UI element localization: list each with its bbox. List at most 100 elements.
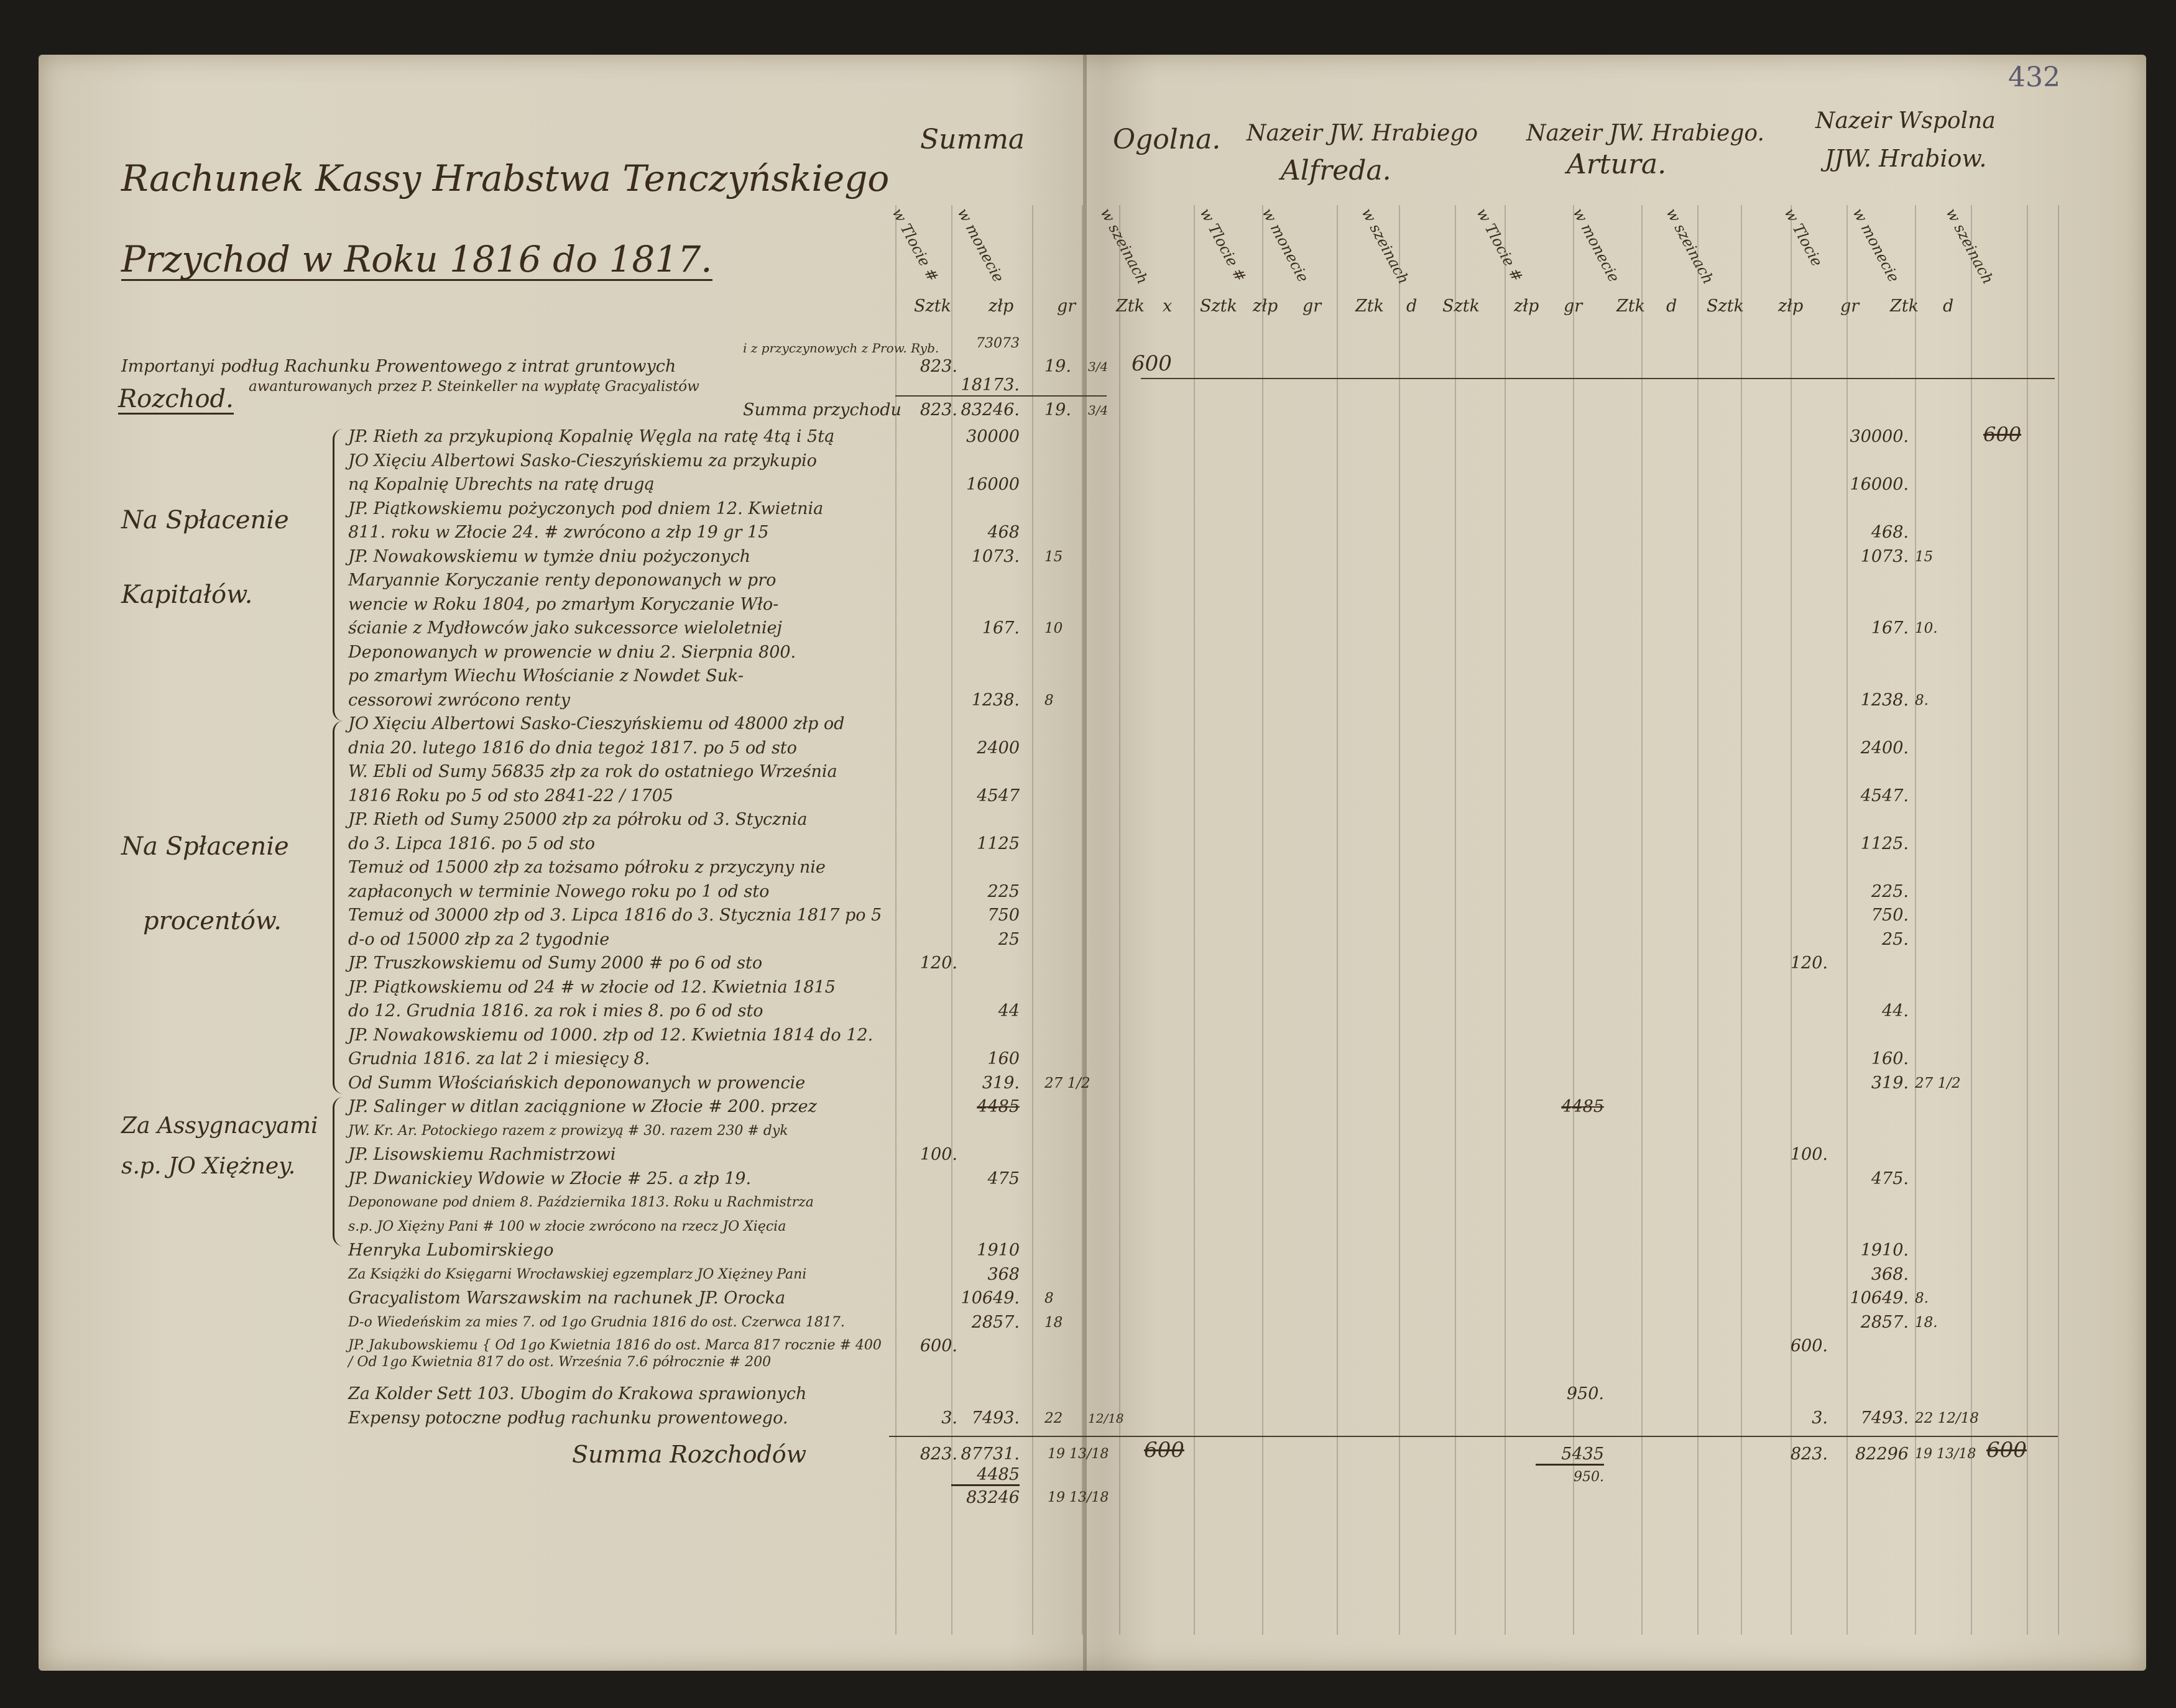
amount-gr: 27 1/2 bbox=[1044, 1075, 1090, 1091]
summa-artur-zl: 5435 bbox=[1536, 1445, 1604, 1466]
ledger-entry-text: 1816 Roku po 5 od sto 2841-22 / 1705 bbox=[348, 786, 673, 806]
wspolna-amount-zl: 2857. bbox=[1860, 1312, 1909, 1332]
group-label-kapitalow-1: Na Spłacenie bbox=[121, 506, 289, 535]
wspolna-amount-gr: 27 1/2 bbox=[1915, 1075, 1961, 1091]
column-unit: Ztk bbox=[1616, 296, 1645, 316]
income-note: i z przyczynowych z Prow. Ryb. bbox=[743, 341, 939, 356]
ledger-entry-text: JO Xięciu Albertowi Sasko-Cieszyńskiemu … bbox=[348, 714, 845, 733]
wspolna-amount-zl: 16000. bbox=[1850, 475, 1909, 494]
wspolna-amount-zl: 2400. bbox=[1860, 738, 1909, 758]
artur-amount-zl: 4485 bbox=[1561, 1097, 1604, 1116]
column-rule bbox=[1032, 205, 1033, 1635]
wspolna-amount-zl: 167. bbox=[1871, 618, 1909, 638]
wspolna-amount-zl: 30000. bbox=[1850, 427, 1909, 446]
ledger-page bbox=[39, 55, 2146, 1671]
income-summa-tl: 823. bbox=[920, 400, 957, 420]
wspolna-amount-zl: 1073. bbox=[1860, 546, 1909, 566]
wspolna-amount-zl: 7493. bbox=[1860, 1408, 1909, 1428]
summa-artur-sub: 950. bbox=[1574, 1469, 1604, 1485]
column-rule bbox=[1194, 205, 1195, 1635]
ledger-entry-text: JP. Dwanickiey Wdowie w Złocie # 25. a z… bbox=[348, 1169, 752, 1188]
wspolna-amount-zl: 319. bbox=[1871, 1073, 1909, 1093]
ledger-entry-text: Deponowane pod dniem 8. Października 181… bbox=[348, 1195, 814, 1210]
summa-rozchodow-tl: 823. bbox=[920, 1444, 957, 1464]
column-rule bbox=[1262, 205, 1263, 1635]
summa-wspolna-zl: 82296 bbox=[1855, 1444, 1909, 1464]
column-unit: gr bbox=[1564, 296, 1583, 316]
column-rule bbox=[1119, 205, 1120, 1635]
ledger-entry-text: Expensy potoczne podług rachunku prowent… bbox=[348, 1408, 788, 1428]
wspolna-amount-gr: 8. bbox=[1915, 692, 1929, 709]
amount-tl: 100. bbox=[920, 1145, 957, 1164]
amount-zl: 319. bbox=[982, 1073, 1020, 1093]
wspolna-amount-zl: 750. bbox=[1871, 906, 1909, 925]
ledger-entry-text: JP. Piątkowskiemu od 24 # w złocie od 12… bbox=[348, 977, 836, 997]
column-rule bbox=[1915, 205, 1916, 1635]
group-label-kapitalow-2: Kapitałów. bbox=[121, 581, 253, 609]
column-unit: Sztk bbox=[1442, 296, 1480, 316]
amount-zl: 44 bbox=[998, 1001, 1020, 1021]
ledger-entry-text: JW. Kr. Ar. Potockiego razem z prowizyą … bbox=[348, 1123, 788, 1139]
column-rule bbox=[1399, 205, 1400, 1635]
amount-gr: 22 bbox=[1044, 1410, 1063, 1426]
header-summa: Summa bbox=[920, 124, 1025, 155]
amount-gr: 8 bbox=[1044, 1290, 1054, 1306]
ledger-entry-text: Deponowanych w prowencie w dniu 2. Sierp… bbox=[348, 642, 796, 662]
income-line-2: awanturowanych przez P. Steinkeller na w… bbox=[249, 379, 699, 395]
income-sum-rule bbox=[895, 395, 1107, 397]
group-label-assygnacje-2: s.p. JO Xiężney. bbox=[121, 1154, 296, 1179]
brace-kapitalow bbox=[333, 429, 343, 721]
wspolna-amount-zl: 1910. bbox=[1860, 1241, 1909, 1260]
column-unit: złp bbox=[1253, 296, 1278, 316]
amount-zl: 225 bbox=[987, 881, 1020, 901]
amount-zl: 1910 bbox=[977, 1241, 1020, 1260]
amount-zl: 1125 bbox=[977, 833, 1020, 853]
amount-tl: 120. bbox=[920, 953, 957, 973]
summa-rozchodow-label: Summa Rozchodów bbox=[572, 1441, 807, 1468]
income-summa-frac: 3/4 bbox=[1088, 403, 1109, 418]
ledger-entry-text: ną Kopalnię Ubrechts na ratę drugą bbox=[348, 475, 655, 494]
income-summa-label: Summa przychodu bbox=[743, 400, 901, 420]
document-subtitle: Przychod w Roku 1816 do 1817. bbox=[121, 238, 712, 281]
summa-wspolna-gr: 19 13/18 bbox=[1915, 1446, 1976, 1462]
wspolna-amount-zl: 10649. bbox=[1850, 1288, 1909, 1308]
wspolna-amount-tl: 120. bbox=[1790, 953, 1828, 973]
ledger-entry-text: JP. Nowakowskiemu w tymże dniu pożyczony… bbox=[348, 546, 751, 566]
column-rule bbox=[1455, 205, 1456, 1635]
amount-zl: 16000 bbox=[966, 475, 1020, 494]
document-title: Rachunek Kassy Hrabstwa Tenczyńskiego bbox=[121, 157, 890, 200]
ledger-entry-text: D-o Wiedeńskim za mies 7. od 1go Grudnia… bbox=[348, 1314, 845, 1330]
wspolna-amount-zl: 368. bbox=[1871, 1264, 1909, 1284]
ledger-entry-text: s.p. JO Xiężny Pani # 100 w złocie zwróc… bbox=[348, 1218, 786, 1234]
wspolna-amount-zl: 25. bbox=[1882, 929, 1909, 949]
summa-ogolna-szeinach: 600 bbox=[1144, 1438, 1184, 1462]
wspolna-amount-tl: 3. bbox=[1812, 1408, 1828, 1428]
ledger-entry-text: do 12. Grudnia 1816. za rok i mies 8. po… bbox=[348, 1001, 763, 1021]
column-rule bbox=[2058, 205, 2059, 1635]
amount-zl: 4485 bbox=[977, 1097, 1020, 1116]
summa-rozchodow-zl: 87731. bbox=[961, 1444, 1020, 1464]
ledger-entry-text: zapłaconych w terminie Nowego roku po 1 … bbox=[348, 881, 770, 901]
amount-zl: 1238. bbox=[971, 690, 1020, 710]
wspolna-amount-zl: 1125. bbox=[1860, 833, 1909, 853]
income-amount-frac: 3/4 bbox=[1088, 359, 1109, 374]
ledger-entry-text: ścianie z Mydłowców jako sukcessorce wie… bbox=[348, 618, 782, 638]
amount-gr: 18 bbox=[1044, 1314, 1063, 1331]
section-rozchod: Rozchod. bbox=[118, 385, 234, 415]
wspolna-amount-gr: 8. bbox=[1915, 1290, 1929, 1306]
column-unit: Sztk bbox=[1200, 296, 1237, 316]
income-summa-zl: 83246. bbox=[961, 400, 1020, 420]
summa-wspolna-tl: 823. bbox=[1790, 1444, 1828, 1464]
income-rule bbox=[1141, 378, 2055, 379]
group-label-procentow-1: Na Spłacenie bbox=[121, 832, 289, 861]
column-rule bbox=[1505, 205, 1506, 1635]
amount-zl: 750 bbox=[987, 906, 1020, 925]
column-unit: Ztk bbox=[1890, 296, 1919, 316]
wspolna-amount-tl: 100. bbox=[1790, 1145, 1828, 1164]
summa-wspolna-szeinach: 600 bbox=[1986, 1438, 2027, 1462]
wspolna-amount-zl: 4547. bbox=[1860, 786, 1909, 806]
ledger-entry-text: JP. Piątkowskiemu pożyczonych pod dniem … bbox=[348, 498, 824, 518]
amount-zl: 167. bbox=[982, 618, 1020, 638]
summa-rozchodow-total-gr: 19 13/18 bbox=[1048, 1490, 1109, 1505]
column-rule bbox=[895, 205, 897, 1635]
